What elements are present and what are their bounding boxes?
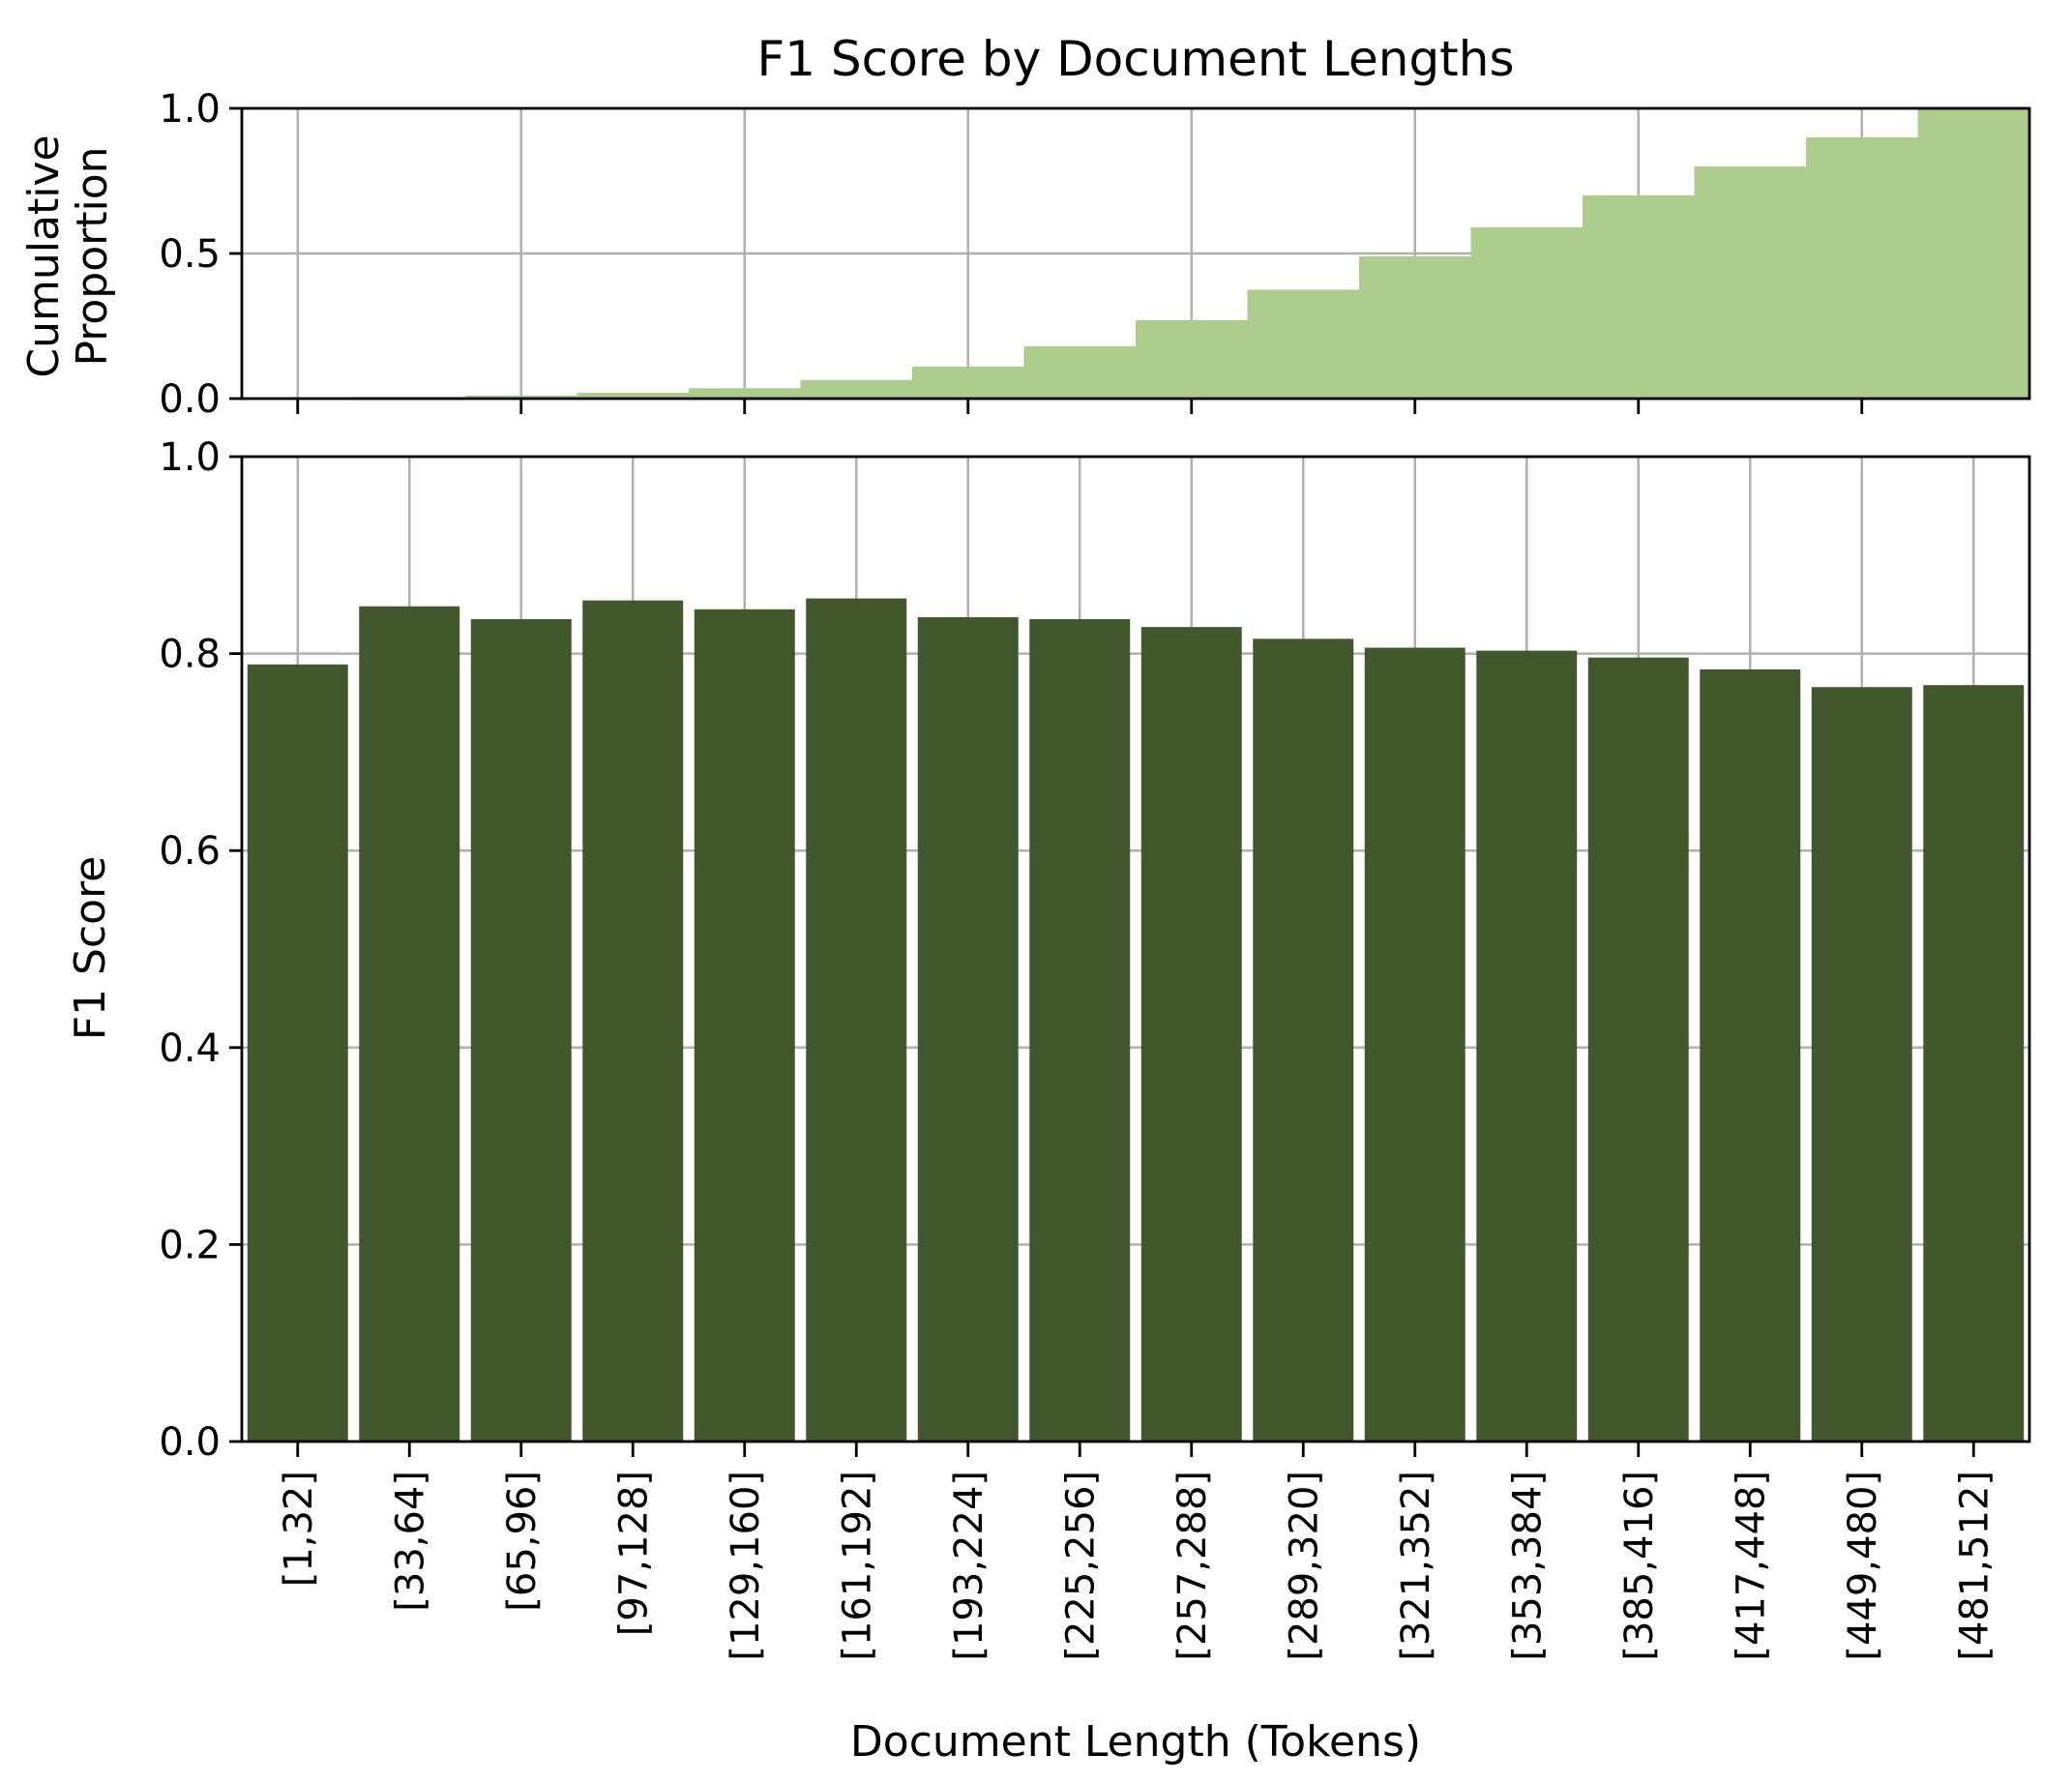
- top-y-tick-label-1: 0.5: [159, 232, 221, 277]
- f1-bar-11: [1476, 650, 1578, 1442]
- f1-bar-6: [917, 616, 1019, 1442]
- cumulative-step-9: [1248, 290, 1360, 400]
- x-tick-label-7: [225,256]: [1058, 1471, 1103, 1661]
- top-y-axis-label-line-1: Cumulative: [19, 134, 69, 377]
- f1-bar-7: [1029, 618, 1131, 1442]
- f1-bar-1: [359, 606, 460, 1442]
- bottom-y-tick-label-5: 1.0: [159, 435, 221, 480]
- f1-bar-10: [1364, 647, 1465, 1442]
- x-tick-label-11: [353,384]: [1505, 1471, 1550, 1661]
- cumulative-step-14: [1806, 137, 1918, 399]
- x-tick-label-9: [289,320]: [1282, 1471, 1326, 1661]
- x-tick-label-12: [385,416]: [1617, 1471, 1662, 1661]
- bottom-y-tick-label-3: 0.6: [159, 829, 221, 874]
- x-tick-label-2: [65,96]: [500, 1471, 545, 1612]
- top-y-axis-label-line-2: Proportion: [68, 146, 117, 366]
- bottom-y-tick-label-0: 0.0: [159, 1420, 221, 1465]
- x-tick-label-1: [33,64]: [388, 1471, 432, 1612]
- bottom-y-tick-label-2: 0.4: [159, 1026, 221, 1071]
- f1-bar-9: [1253, 639, 1354, 1442]
- f1-score-panel: 0.0 0.2 0.4 0.6 0.8 1.0 [1,32] [33,64] [65,96] [9…: [159, 435, 2031, 1661]
- f1-bar-3: [582, 600, 684, 1442]
- x-tick-label-10: [321,352]: [1394, 1471, 1438, 1661]
- cumulative-step-11: [1471, 227, 1584, 399]
- cumulative-step-7: [1024, 346, 1137, 399]
- cumulative-step-5: [801, 380, 913, 399]
- x-tick-label-6: [193,224]: [947, 1471, 992, 1661]
- cumulative-step-13: [1695, 166, 1807, 399]
- f1-bar-13: [1700, 669, 1801, 1442]
- bottom-y-tick-label-4: 0.8: [159, 633, 221, 677]
- x-tick-label-13: [417,448]: [1729, 1471, 1773, 1661]
- f1-bar-14: [1811, 687, 1912, 1442]
- cumulative-step-10: [1359, 256, 1471, 399]
- bottom-plot-frame: [240, 455, 2031, 1443]
- cumulative-step-6: [912, 367, 1024, 399]
- x-tick-label-4: [129,160]: [724, 1471, 768, 1661]
- top-y-tick-label-0: 0.0: [159, 377, 221, 422]
- cumulative-step-4: [689, 388, 801, 399]
- f1-bar-8: [1140, 627, 1242, 1442]
- x-tick-label-8: [257,288]: [1170, 1471, 1215, 1661]
- bottom-y-axis-label: F1 Score: [66, 856, 115, 1041]
- f1-bar-5: [806, 598, 907, 1442]
- x-tick-label-0: [1,32]: [277, 1471, 321, 1587]
- f1-bar-2: [470, 618, 572, 1442]
- x-tick-label-14: [449,480]: [1841, 1471, 1885, 1661]
- f1-bar-15: [1923, 685, 2025, 1442]
- f1-bar-12: [1587, 657, 1689, 1442]
- x-tick-label-15: [481,512]: [1952, 1471, 1997, 1661]
- cumulative-step-12: [1583, 195, 1695, 399]
- f1-bar-0: [247, 664, 348, 1442]
- top-y-tick-label-2: 1.0: [159, 87, 221, 132]
- cumulative-step-15: [1918, 108, 2030, 399]
- x-axis-label: Document Length (Tokens): [850, 1717, 1421, 1767]
- chart-title: F1 Score by Document Lengths: [756, 31, 1514, 87]
- bottom-y-tick-label-1: 0.2: [159, 1223, 221, 1267]
- x-tick-label-5: [161,192]: [835, 1471, 879, 1661]
- cumulative-step-8: [1136, 320, 1248, 399]
- x-tick-label-3: [97,128]: [611, 1471, 656, 1636]
- cumulative-step-area: [242, 108, 2029, 399]
- f1-bar-4: [694, 609, 795, 1442]
- cumulative-proportion-panel: 0.0 0.5 1.0: [159, 87, 2031, 422]
